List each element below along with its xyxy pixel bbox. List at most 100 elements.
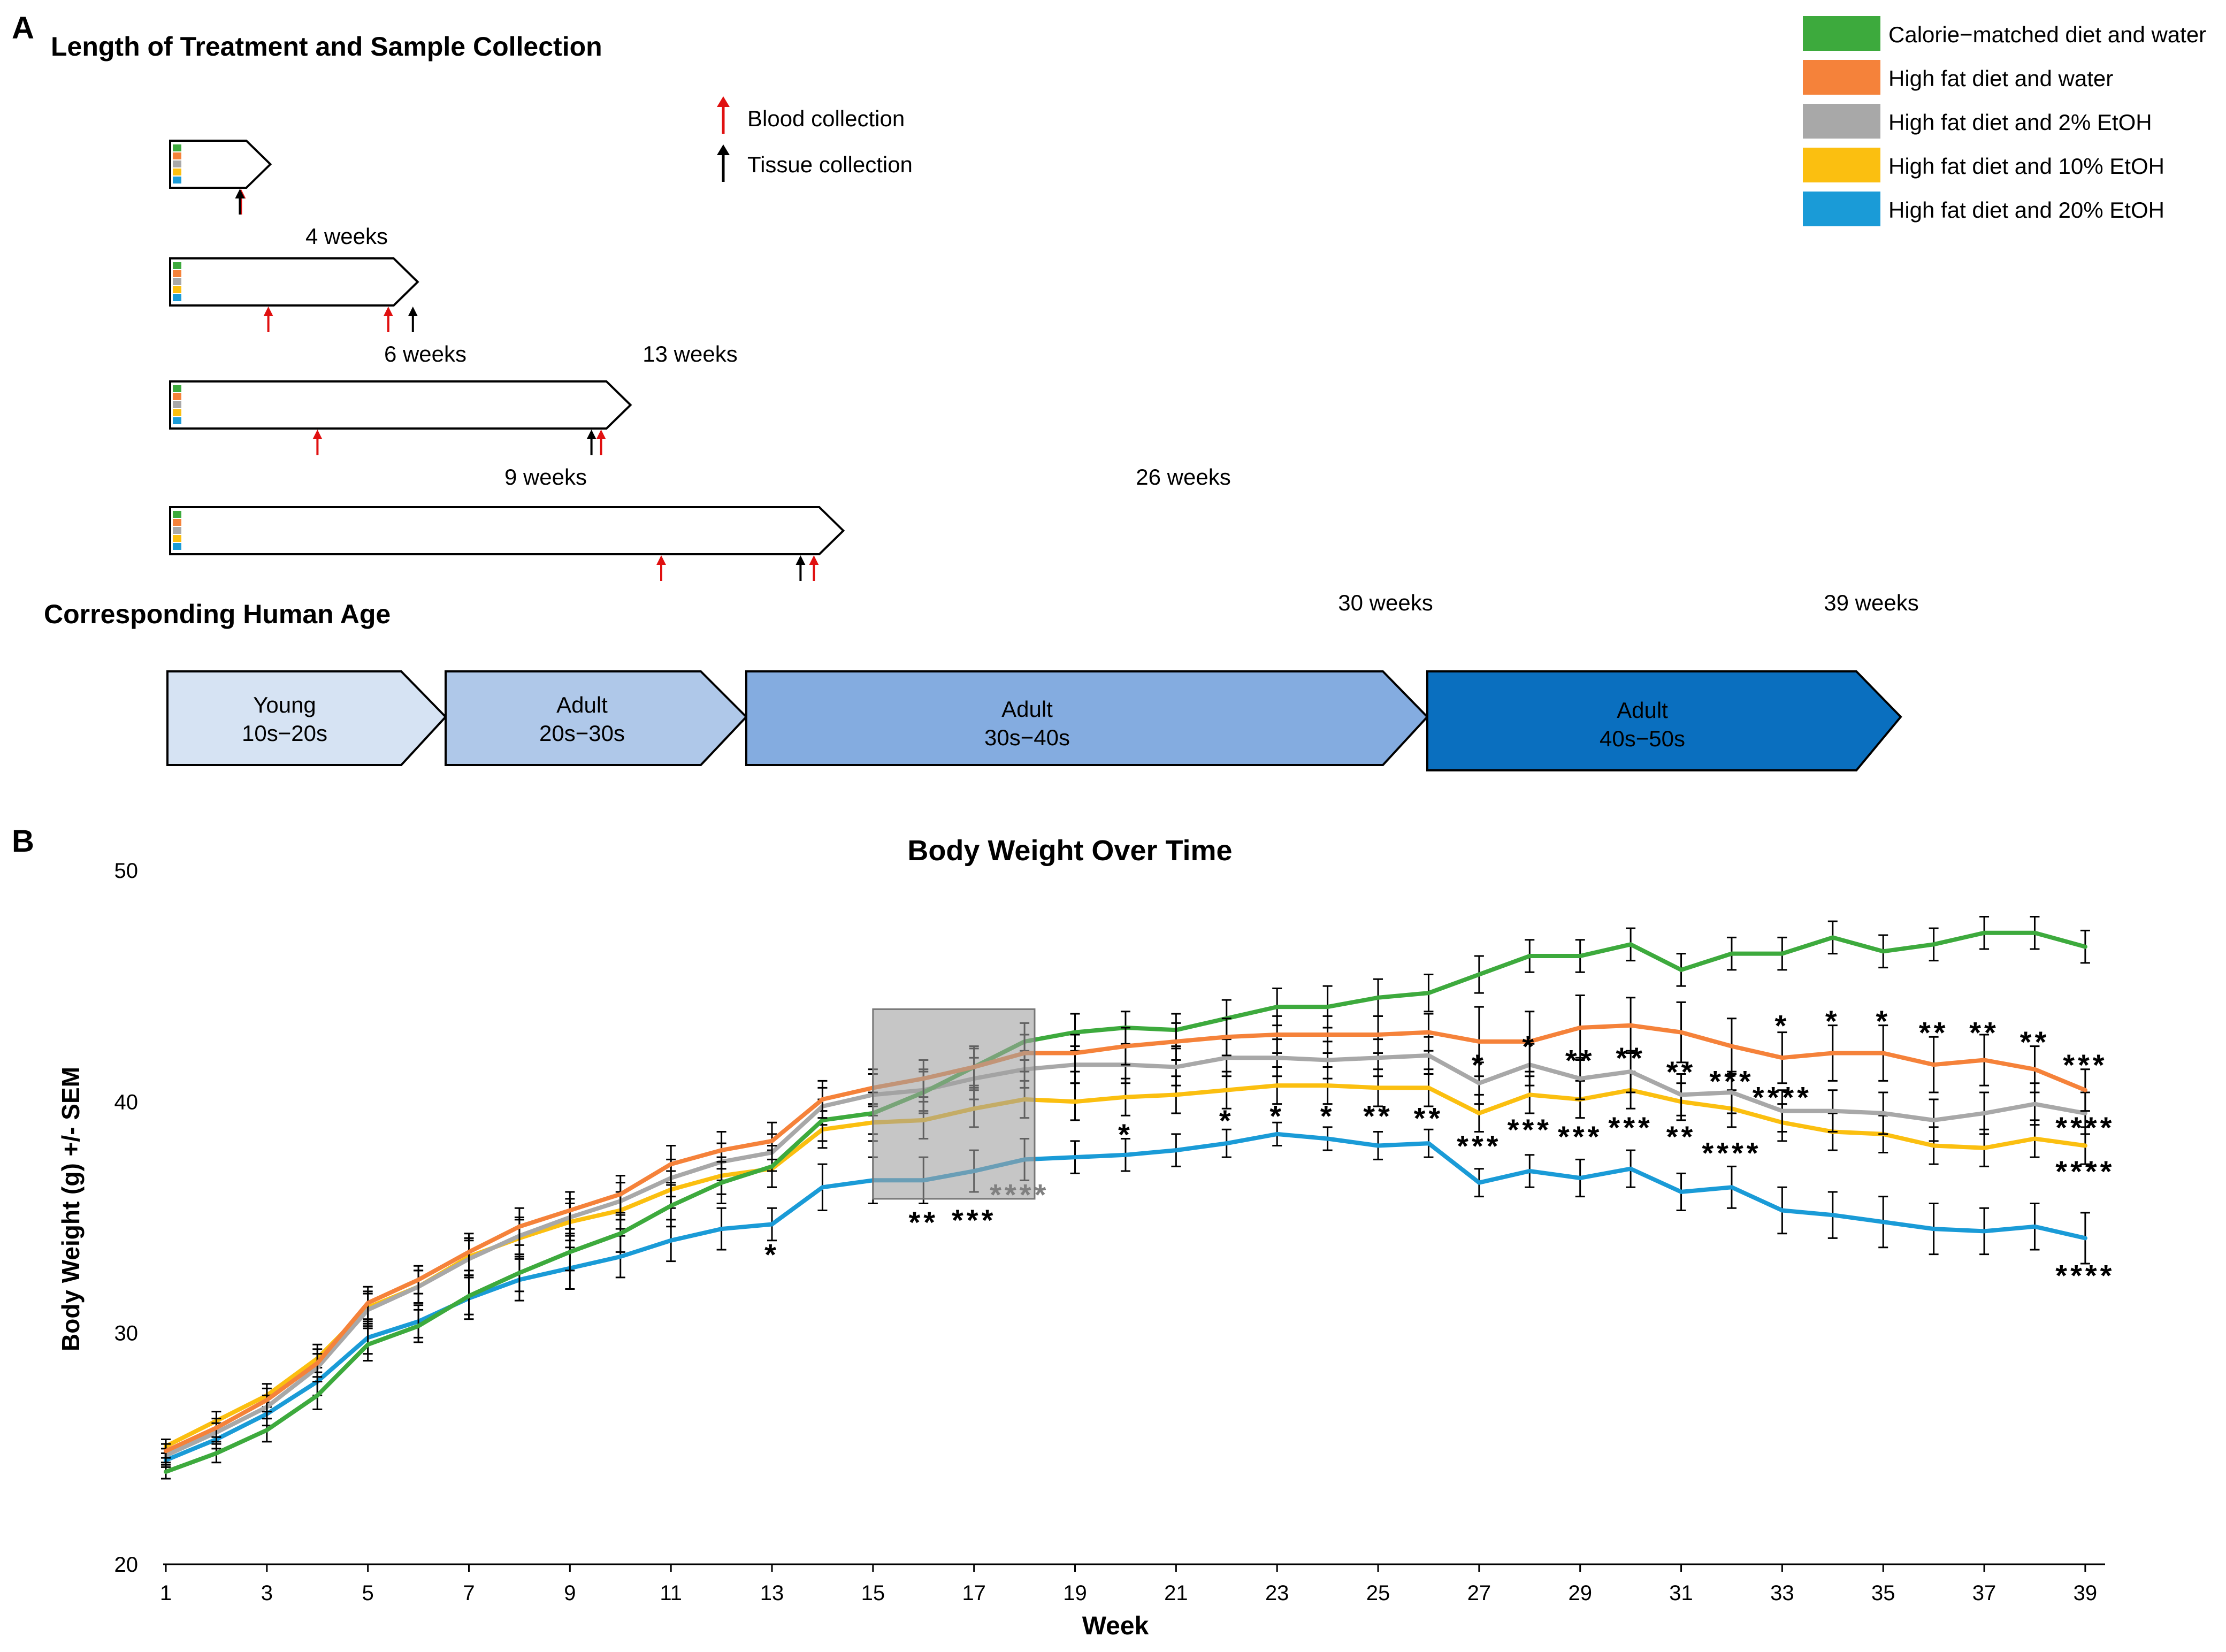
series-line (164, 1023, 2087, 1454)
significance-annotation: **** (2055, 1154, 2115, 1188)
blood-collection-arrowhead-icon (263, 307, 273, 316)
group-color-swatch (173, 294, 181, 301)
significance-annotation: **** (2055, 1111, 2115, 1144)
legend-swatch (1803, 60, 1880, 95)
x-tick-label: 1 (160, 1581, 172, 1605)
x-tick-label: 29 (1568, 1581, 1592, 1605)
blood-collection-arrowhead-icon (656, 555, 666, 565)
panel-a-label: A (12, 11, 34, 45)
significance-annotation: * (1876, 1004, 1891, 1038)
age-stage-adult-20s-line1: Adult (556, 692, 608, 717)
significance-annotation: **** (990, 1177, 1049, 1211)
significance-annotation: **** (2055, 1259, 2115, 1292)
blood-arrowhead-icon (717, 96, 730, 107)
timeline-week-label: 6 weeks (384, 341, 466, 366)
group-color-swatch (173, 262, 181, 269)
series-line (164, 1131, 2087, 1463)
significance-annotation: ** (1414, 1102, 1444, 1135)
group-color-swatch (173, 417, 181, 424)
significance-annotation: ** (1666, 1055, 1696, 1089)
significance-annotation: *** (952, 1203, 996, 1237)
marker-legend: Blood collection Tissue collection (717, 96, 913, 182)
significance-annotation: * (1472, 1048, 1487, 1082)
body-weight-chart: 1 3 5 7 9 11 13 15 17 19 21 23 25 27 29 31 33 35 37 3920304… (114, 859, 2115, 1605)
timeline-week-label: 39 weeks (1824, 590, 1918, 615)
significance-annotation: *** (1709, 1064, 1754, 1098)
group-color-swatch (173, 511, 181, 518)
timeline-bar (169, 257, 419, 307)
age-stage-adult-20s: Adult 20s−30s (445, 670, 748, 766)
y-tick-label: 40 (114, 1090, 139, 1114)
x-tick-label: 35 (1871, 1581, 1895, 1605)
age-stage-adult-30s: Adult 30s−40s (745, 670, 1429, 766)
significance-annotation: ** (1969, 1016, 1999, 1050)
significance-annotation: * (1219, 1104, 1234, 1137)
blood-collection-arrowhead-icon (312, 430, 323, 439)
timeline-week-label: 30 weeks (1338, 590, 1433, 615)
group-color-swatch (173, 144, 181, 151)
legend-swatch (1803, 192, 1880, 226)
blood-collection-arrowhead-icon (383, 307, 393, 316)
timeline-26-weeks: 9 weeks 26 weeks (169, 380, 1231, 490)
panel-b: B Body Weight Over Time Week Body Weight… (12, 824, 2115, 1640)
significance-annotation: **** (1753, 1081, 1812, 1114)
human-age-title: Corresponding Human Age (44, 599, 391, 629)
tissue-collection-arrowhead-icon (795, 555, 806, 565)
legend-label: High fat diet and water (1888, 66, 2113, 91)
timeline-13-weeks: 6 weeks 13 weeks (169, 257, 738, 366)
series-0 (161, 915, 2090, 1480)
significance-annotation: ** (1666, 1120, 1696, 1153)
significance-annotation: ** (908, 1205, 938, 1239)
legend-item: High fat diet and 10% EtOH (1803, 148, 2164, 182)
age-stage-young-line1: Young (253, 692, 316, 717)
x-tick-label: 31 (1669, 1581, 1693, 1605)
timeline-bar (169, 380, 632, 430)
timeline-week-label: 4 weeks (305, 224, 388, 249)
significance-annotation: ** (1616, 1041, 1646, 1075)
age-stage-adult-40s: Adult 40s−50s (1426, 670, 1902, 771)
series-4 (161, 1121, 2090, 1468)
significance-annotation: * (1269, 1099, 1284, 1133)
tissue-collection-label: Tissue collection (747, 152, 913, 177)
x-tick-label: 33 (1770, 1581, 1794, 1605)
timeline-4-weeks: 4 weeks (169, 140, 388, 249)
treatment-timelines: 4 weeks 6 weeks 13 weeks 9 weeks 26 weeks 30 … (169, 140, 1919, 615)
x-tick-label: 3 (261, 1581, 273, 1605)
x-tick-label: 17 (962, 1581, 986, 1605)
x-tick-label: 13 (760, 1581, 784, 1605)
age-stage-adult-30s-line1: Adult (1001, 697, 1053, 722)
group-color-swatch (173, 177, 181, 183)
legend-label: High fat diet and 10% EtOH (1888, 154, 2164, 179)
x-tick-label: 11 (660, 1581, 682, 1605)
group-color-swatch (173, 270, 181, 277)
x-axis-label: Week (1082, 1612, 1149, 1640)
group-color-swatch (173, 160, 181, 167)
significance-annotation: *** (2063, 1048, 2107, 1082)
y-tick-label: 20 (114, 1553, 139, 1577)
group-color-swatch (173, 152, 181, 159)
group-color-swatch (173, 519, 181, 526)
group-color-swatch (173, 278, 181, 285)
group-color-swatch (173, 393, 181, 400)
legend-item: High fat diet and water (1803, 60, 2113, 95)
x-tick-label: 25 (1366, 1581, 1390, 1605)
panel-b-label: B (12, 824, 34, 859)
significance-annotation: * (1118, 1118, 1133, 1151)
legend-item: High fat diet and 20% EtOH (1803, 192, 2164, 226)
x-tick-label: 39 (2074, 1581, 2098, 1605)
tissue-collection-arrowhead-icon (235, 189, 245, 198)
x-tick-label: 21 (1164, 1581, 1188, 1605)
significance-annotation: ** (1919, 1016, 1949, 1050)
timeline-bar (169, 140, 272, 189)
timeline-39-weeks: 30 weeks 39 weeks (169, 506, 1919, 615)
x-tick-label: 37 (1972, 1581, 1996, 1605)
tissue-collection-arrowhead-icon (586, 430, 596, 439)
chart-title: Body Weight Over Time (907, 835, 1232, 867)
age-stages: Young 10s−20s Adult 20s−30s Adult 30s−40… (166, 670, 1902, 771)
timeline-week-label: 13 weeks (642, 341, 737, 366)
legend-item: High fat diet and 2% EtOH (1803, 104, 2152, 139)
y-tick-label: 50 (114, 859, 139, 883)
x-tick-label: 27 (1467, 1581, 1491, 1605)
legend-swatch (1803, 104, 1880, 139)
